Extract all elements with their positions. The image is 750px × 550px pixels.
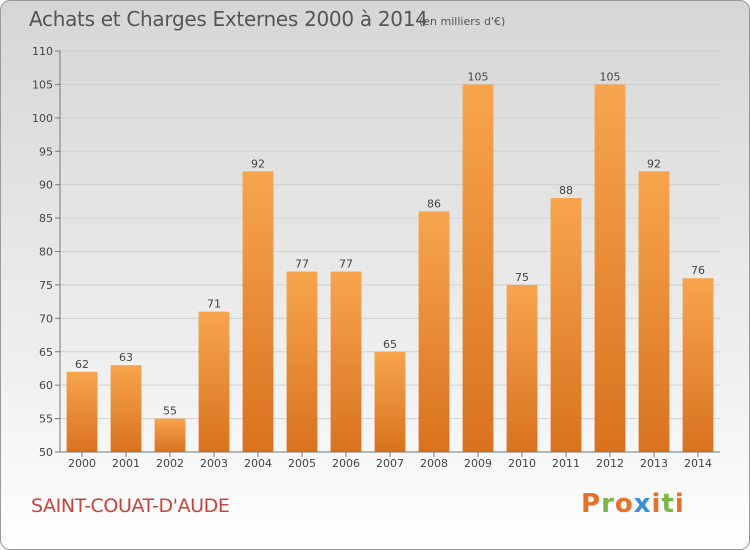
y-tick-label: 70 xyxy=(39,312,53,325)
y-tick-label: 60 xyxy=(39,379,53,392)
value-label: 105 xyxy=(600,70,621,83)
value-label: 62 xyxy=(75,358,89,371)
y-tick-label: 55 xyxy=(39,413,53,426)
bar-2005 xyxy=(286,271,318,452)
value-label: 88 xyxy=(559,184,573,197)
x-tick-label: 2000 xyxy=(68,457,96,470)
x-tick-label: 2010 xyxy=(508,457,536,470)
bar-2000 xyxy=(66,371,98,452)
value-label: 92 xyxy=(647,157,661,170)
brand-letter: i xyxy=(674,489,685,519)
y-tick-label: 85 xyxy=(39,212,53,225)
chart-title: Achats et Charges Externes 2000 à 2014 xyxy=(29,7,428,31)
brand-letter: o xyxy=(614,489,634,519)
value-label: 105 xyxy=(468,70,489,83)
x-tick-label: 2013 xyxy=(640,457,668,470)
bar-2013 xyxy=(638,171,670,453)
x-tick-label: 2005 xyxy=(288,457,316,470)
value-label: 55 xyxy=(163,405,177,418)
brand-letter: x xyxy=(633,489,652,519)
y-tick-label: 100 xyxy=(32,112,53,125)
bar-2004 xyxy=(242,171,274,453)
x-tick-label: 2014 xyxy=(684,457,712,470)
bar-2003 xyxy=(198,311,230,452)
value-label: 76 xyxy=(691,264,705,277)
bar-2007 xyxy=(374,351,406,452)
value-label: 77 xyxy=(339,258,353,271)
bar-2014 xyxy=(682,278,714,452)
brand-letter: r xyxy=(601,489,615,519)
bar-2001 xyxy=(110,365,142,452)
bar-2011 xyxy=(550,198,582,452)
bars xyxy=(66,84,714,453)
x-tick-label: 2011 xyxy=(552,457,580,470)
commune-name: SAINT-COUAT-D'AUDE xyxy=(31,495,230,517)
labels: 50 55 60 65 70 75 80 85 90 95 100 105 110 2000 62 2001 6… xyxy=(32,45,712,470)
value-label: 75 xyxy=(515,271,529,284)
x-tick-label: 2004 xyxy=(244,457,272,470)
y-tick-label: 105 xyxy=(32,78,53,91)
y-tick-label: 95 xyxy=(39,145,53,158)
bar-2012 xyxy=(594,84,626,453)
x-tick-label: 2002 xyxy=(156,457,184,470)
x-tick-label: 2009 xyxy=(464,457,492,470)
x-tick-label: 2003 xyxy=(200,457,228,470)
chart-subtitle: (en milliers d'€) xyxy=(419,15,506,28)
bar-2002 xyxy=(154,418,186,452)
value-label: 92 xyxy=(251,157,265,170)
x-tick-label: 2001 xyxy=(112,457,140,470)
brand-letter: P xyxy=(581,489,602,519)
bar-2010 xyxy=(506,284,538,452)
value-label: 77 xyxy=(295,258,309,271)
y-tick-label: 65 xyxy=(39,346,53,359)
value-label: 63 xyxy=(119,351,133,364)
y-tick-label: 75 xyxy=(39,279,53,292)
y-tick-label: 110 xyxy=(32,45,53,58)
x-tick-label: 2007 xyxy=(376,457,404,470)
value-label: 65 xyxy=(383,338,397,351)
brand-letter: t xyxy=(661,489,675,519)
x-tick-label: 2006 xyxy=(332,457,360,470)
bar-2009 xyxy=(462,84,494,453)
x-tick-label: 2008 xyxy=(420,457,448,470)
bar-2008 xyxy=(418,211,450,452)
x-tick-label: 2012 xyxy=(596,457,624,470)
bar-2006 xyxy=(330,271,362,452)
brand-letter: i xyxy=(651,489,662,519)
value-label: 86 xyxy=(427,197,441,210)
proxiti-logo: Proxiti xyxy=(581,489,685,519)
y-tick-label: 80 xyxy=(39,246,53,259)
y-tick-label: 50 xyxy=(39,446,53,459)
value-label: 71 xyxy=(207,298,221,311)
axes xyxy=(55,50,720,457)
y-tick-label: 90 xyxy=(39,179,53,192)
